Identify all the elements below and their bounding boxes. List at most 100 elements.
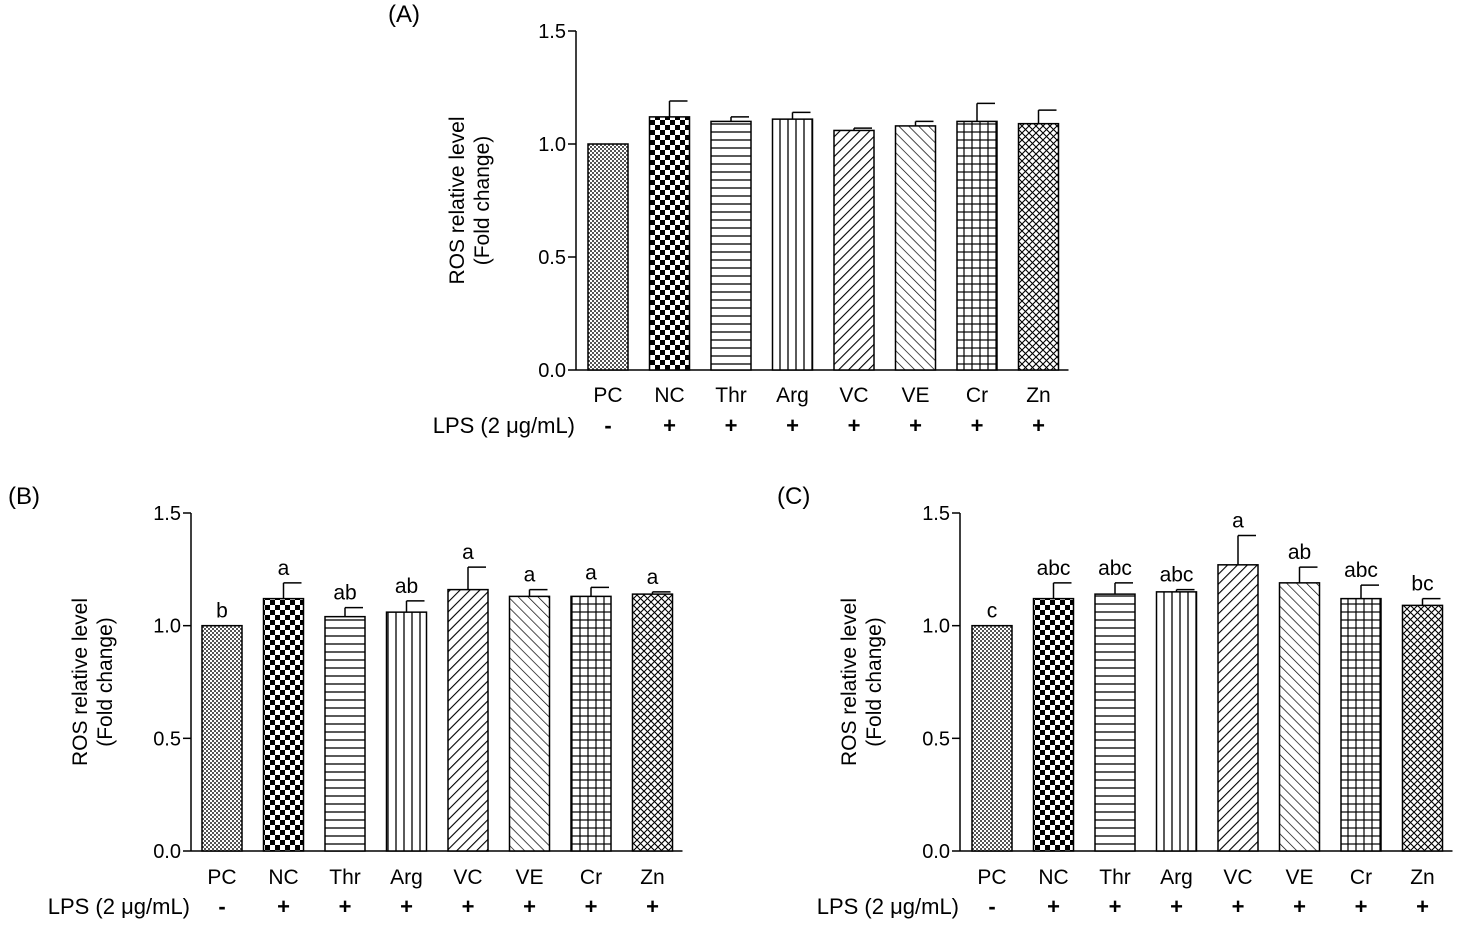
lps-label: LPS (2 μg/mL) bbox=[433, 413, 575, 438]
lps-sign: + bbox=[646, 894, 659, 919]
panel-label-b: (B) bbox=[8, 483, 40, 510]
bar-arg bbox=[771, 118, 814, 371]
bar-thr bbox=[710, 120, 752, 371]
category-label: Arg bbox=[390, 866, 423, 889]
category-label: Arg bbox=[776, 384, 809, 407]
chart-panel-b: (B) 0.0 0.5 1.0 1.5 ROS relative level (Fold c… bbox=[8, 483, 683, 919]
bar-ve bbox=[508, 595, 551, 852]
bar-nc bbox=[1032, 597, 1075, 852]
significance-letter: abc bbox=[1037, 557, 1071, 580]
significance-letter: abc bbox=[1344, 559, 1378, 582]
category-label: Cr bbox=[580, 866, 602, 889]
bar-ve bbox=[894, 125, 937, 371]
category-label: VC bbox=[839, 384, 868, 407]
category-label: VC bbox=[453, 866, 482, 889]
significance-letter: ab bbox=[1288, 541, 1311, 564]
lps-sign: + bbox=[786, 413, 799, 438]
y-axis-label: ROS relative level bbox=[446, 116, 469, 284]
category-label: Arg bbox=[1160, 866, 1193, 889]
y-tick-label: 1.5 bbox=[922, 503, 950, 525]
category-label: NC bbox=[268, 866, 298, 889]
bar-vc bbox=[1217, 564, 1259, 852]
bar-cr bbox=[1340, 597, 1382, 852]
bar-pc bbox=[971, 624, 1013, 852]
chart-panel-a: (A) 0.0 0.5 1.0 1.5 ROS relative level (Fold c… bbox=[388, 1, 1069, 438]
lps-sign: + bbox=[277, 894, 290, 919]
significance-letter: abc bbox=[1098, 557, 1132, 580]
y-tick-label: 1.5 bbox=[538, 21, 566, 43]
bar-zn bbox=[1401, 604, 1444, 852]
lps-sign: + bbox=[971, 413, 984, 438]
y-tick-label: 0.0 bbox=[538, 360, 566, 382]
y-tick-label: 0.5 bbox=[538, 247, 566, 269]
y-tick-label: 0.5 bbox=[153, 728, 181, 750]
significance-letter: a bbox=[1232, 510, 1244, 533]
lps-sign: + bbox=[1355, 894, 1368, 919]
bar-zn bbox=[631, 593, 674, 852]
lps-sign: + bbox=[1232, 894, 1245, 919]
significance-letter: abc bbox=[1160, 564, 1194, 587]
bar-cr bbox=[956, 120, 998, 371]
category-label: Zn bbox=[640, 866, 665, 889]
y-axis-label: ROS relative level bbox=[69, 598, 92, 766]
lps-sign: + bbox=[523, 894, 536, 919]
y-tick-label: 0.0 bbox=[922, 841, 950, 863]
significance-letter: a bbox=[524, 564, 536, 587]
category-label: PC bbox=[593, 384, 622, 407]
bar-ve bbox=[1278, 582, 1321, 852]
significance-letter: a bbox=[462, 541, 474, 564]
y-tick-label: 1.0 bbox=[922, 616, 950, 638]
bar-cr bbox=[570, 595, 612, 852]
lps-sign: + bbox=[725, 413, 738, 438]
category-label: Thr bbox=[1099, 866, 1131, 889]
lps-sign: + bbox=[1047, 894, 1060, 919]
bar-zn bbox=[1017, 122, 1060, 371]
significance-letter: bc bbox=[1411, 573, 1433, 596]
category-label: Zn bbox=[1026, 384, 1051, 407]
significance-letter: ab bbox=[395, 575, 418, 598]
bar-pc bbox=[201, 624, 243, 852]
lps-sign: - bbox=[988, 894, 995, 919]
panel-label-c: (C) bbox=[777, 483, 810, 510]
bar-thr bbox=[1094, 593, 1136, 852]
y-axis-label-unit: (Fold change) bbox=[863, 617, 886, 747]
lps-sign: + bbox=[585, 894, 598, 919]
y-tick-label: 1.0 bbox=[153, 616, 181, 638]
significance-letter: ab bbox=[333, 582, 356, 605]
y-axis-label: ROS relative level bbox=[838, 598, 861, 766]
bar-arg bbox=[1155, 591, 1198, 852]
lps-sign: + bbox=[1109, 894, 1122, 919]
chart-panel-c: (C) 0.0 0.5 1.0 1.5 ROS relative level (Fold c… bbox=[777, 483, 1453, 919]
bar-nc bbox=[262, 597, 305, 852]
lps-label: LPS (2 μg/mL) bbox=[817, 894, 959, 919]
category-label: Thr bbox=[715, 384, 747, 407]
y-tick-label: 0.0 bbox=[153, 841, 181, 863]
category-label: Cr bbox=[1350, 866, 1372, 889]
bar-vc bbox=[447, 588, 489, 852]
y-tick-label: 0.5 bbox=[922, 728, 950, 750]
category-label: NC bbox=[654, 384, 684, 407]
significance-letter: a bbox=[585, 561, 597, 584]
category-label: VE bbox=[1285, 866, 1313, 889]
lps-sign: - bbox=[604, 413, 611, 438]
category-label: Zn bbox=[1410, 866, 1435, 889]
lps-sign: + bbox=[1032, 413, 1045, 438]
category-label: VE bbox=[901, 384, 929, 407]
lps-sign: + bbox=[909, 413, 922, 438]
significance-letter: a bbox=[278, 557, 290, 580]
bar-pc bbox=[587, 143, 629, 371]
bar-arg bbox=[385, 611, 428, 852]
bar-vc bbox=[833, 129, 875, 371]
significance-letter: b bbox=[216, 600, 228, 623]
lps-sign: - bbox=[218, 894, 225, 919]
lps-sign: + bbox=[848, 413, 861, 438]
y-tick-label: 1.5 bbox=[153, 503, 181, 525]
lps-sign: + bbox=[663, 413, 676, 438]
lps-sign: + bbox=[462, 894, 475, 919]
lps-sign: + bbox=[1293, 894, 1306, 919]
lps-sign: + bbox=[339, 894, 352, 919]
panel-label-a: (A) bbox=[388, 1, 420, 28]
lps-sign: + bbox=[1416, 894, 1429, 919]
y-axis-label-unit: (Fold change) bbox=[94, 617, 117, 747]
